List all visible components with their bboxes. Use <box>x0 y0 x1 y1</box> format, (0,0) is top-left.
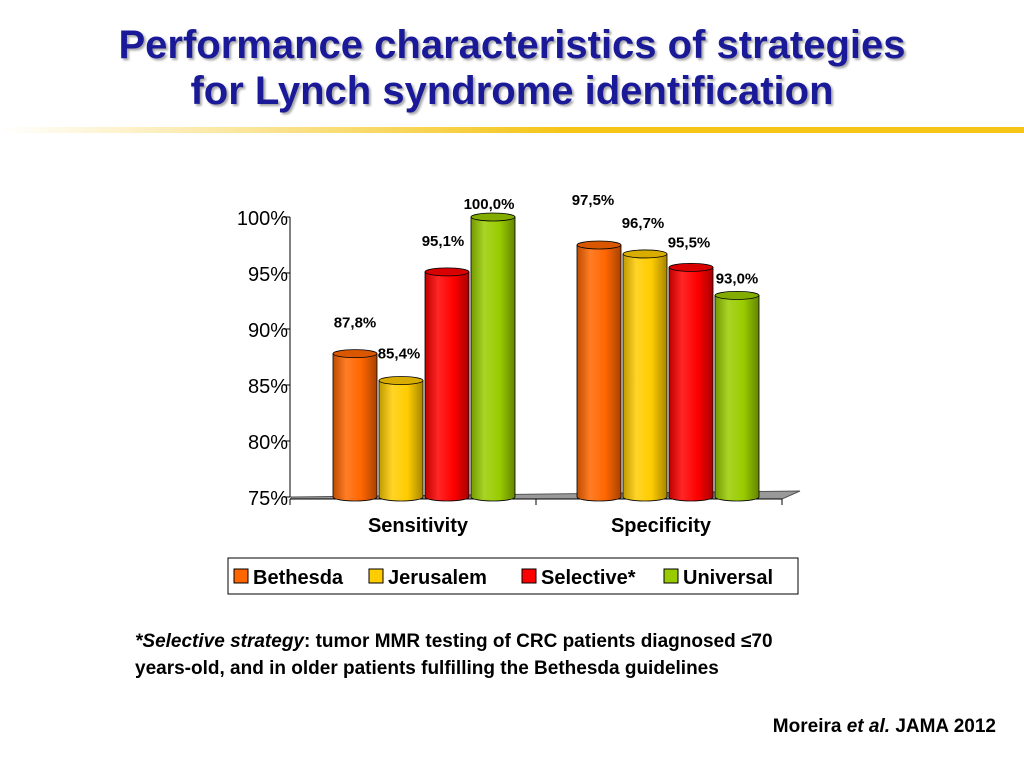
y-tick-label: 75% <box>248 488 288 510</box>
footnote-text-1: : tumor MMR testing of CRC patients diag… <box>304 631 773 652</box>
bar-top <box>714 290 760 300</box>
bar-top <box>668 262 714 272</box>
data-label: 97,5% <box>572 192 615 209</box>
bar-body <box>424 271 470 502</box>
y-tick-label: 100% <box>237 208 288 230</box>
citation-author: Moreira <box>772 716 842 737</box>
footnote-text-2: years-old, and in older patients fulfill… <box>135 658 719 679</box>
y-tick-label: 95% <box>248 264 288 286</box>
bar-body <box>576 244 622 502</box>
bar-universal-sensitivity <box>470 212 516 502</box>
data-label: 95,1% <box>422 233 465 250</box>
legend-label: Bethesda <box>253 567 344 589</box>
bar-top <box>424 267 470 277</box>
bar-body <box>470 216 516 502</box>
citation-etal: et al. <box>846 716 891 737</box>
bar-top <box>576 240 622 250</box>
bar-top <box>378 376 424 385</box>
bar-universal-specificity <box>714 290 760 502</box>
legend-swatch <box>233 568 249 584</box>
bar-selective-specificity <box>668 262 714 502</box>
title-line-1: Performance characteristics of strategie… <box>118 23 906 67</box>
data-label: 85,4% <box>378 346 421 363</box>
bar-top <box>470 212 516 222</box>
bar-body <box>668 267 714 502</box>
bar-bethesda-sensitivity <box>332 349 378 502</box>
bar-body <box>622 253 668 502</box>
y-tick-label: 85% <box>248 376 288 398</box>
bar-body <box>378 380 424 502</box>
bar-body <box>714 295 760 502</box>
citation: Moreira et al. JAMA 2012 <box>773 716 996 738</box>
data-label: 96,7% <box>622 215 665 232</box>
legend-box <box>227 557 799 595</box>
footnote: *Selective strategy: tumor MMR testing o… <box>135 628 935 682</box>
legend-swatch <box>521 568 537 584</box>
legend-label: Selective* <box>541 567 636 589</box>
citation-journal: JAMA 2012 <box>895 716 996 737</box>
bar-top <box>332 349 378 359</box>
title-underline <box>0 127 1024 133</box>
data-label: 95,5% <box>668 234 711 251</box>
bar-bethesda-specificity <box>576 240 622 502</box>
legend-label: Universal <box>683 567 773 589</box>
data-label: 93,0% <box>716 270 759 287</box>
title-line-2: for Lynch syndrome identification <box>190 69 834 113</box>
legend-label: Jerusalem <box>388 567 487 589</box>
footnote-emphasis: *Selective strategy <box>135 631 304 652</box>
category-label: Sensitivity <box>368 515 469 537</box>
slide-title: Performance characteristics of strategie… <box>0 22 1024 114</box>
y-tick-label: 90% <box>248 320 288 342</box>
y-tick-label: 80% <box>248 432 288 454</box>
legend-swatch <box>368 568 384 584</box>
legend-swatch <box>663 568 679 584</box>
bar-top <box>622 249 668 259</box>
data-label: 100,0% <box>464 196 515 213</box>
category-label: Specificity <box>611 515 712 537</box>
bar-jerusalem-specificity <box>622 249 668 502</box>
bar-jerusalem-sensitivity <box>378 376 424 502</box>
data-label: 87,8% <box>334 315 377 332</box>
bar-selective-sensitivity <box>424 267 470 502</box>
bar-body <box>332 353 378 502</box>
